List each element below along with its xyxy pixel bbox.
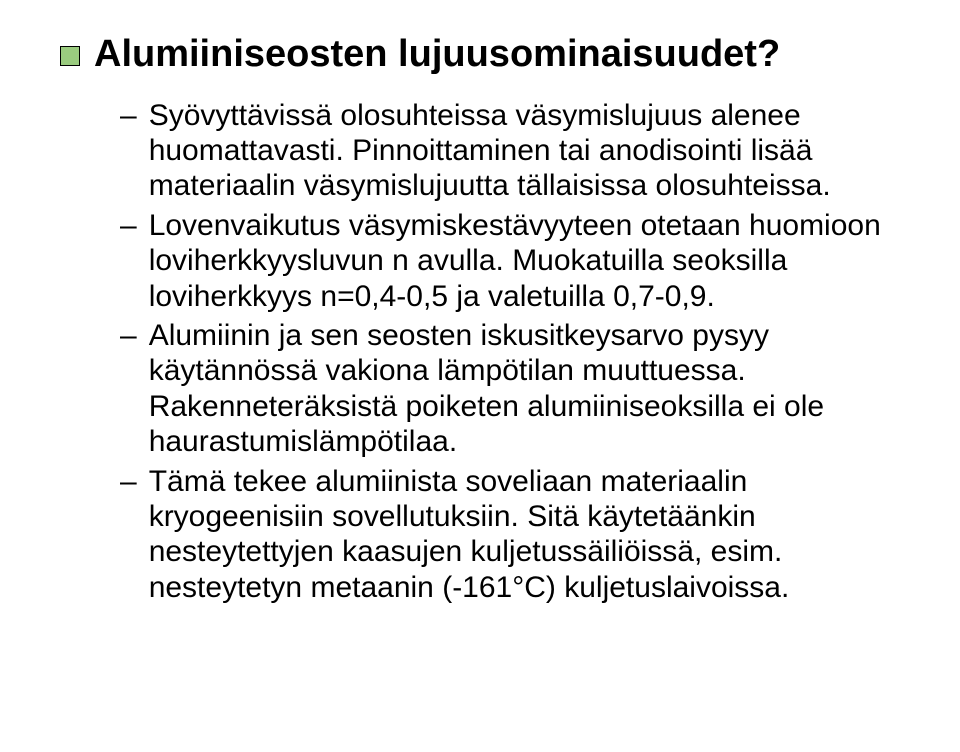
list-item: – Syövyttävissä olosuhteissa väsymisluju… bbox=[120, 98, 900, 204]
bullet-list: – Syövyttävissä olosuhteissa väsymisluju… bbox=[120, 98, 900, 605]
dash-icon: – bbox=[120, 318, 137, 460]
list-item: – Tämä tekee alumiinista soveliaan mater… bbox=[120, 464, 900, 606]
dash-icon: – bbox=[120, 98, 137, 204]
dash-icon: – bbox=[120, 464, 137, 606]
bullet-text: Syövyttävissä olosuhteissa väsymislujuus… bbox=[149, 98, 900, 204]
bullet-text: Alumiinin ja sen seosten iskusitkeysarvo… bbox=[149, 318, 900, 460]
title-row: Alumiiniseosten lujuusominaisuudet? bbox=[60, 32, 900, 78]
slide-title: Alumiiniseosten lujuusominaisuudet? bbox=[94, 32, 780, 78]
bullet-text: Lovenvaikutus väsymiskestävyyteen otetaa… bbox=[149, 208, 900, 314]
list-item: – Lovenvaikutus väsymiskestävyyteen otet… bbox=[120, 208, 900, 314]
dash-icon: – bbox=[120, 208, 137, 314]
title-bullet-icon bbox=[60, 46, 80, 66]
list-item: – Alumiinin ja sen seosten iskusitkeysar… bbox=[120, 318, 900, 460]
bullet-text: Tämä tekee alumiinista soveliaan materia… bbox=[149, 464, 900, 606]
